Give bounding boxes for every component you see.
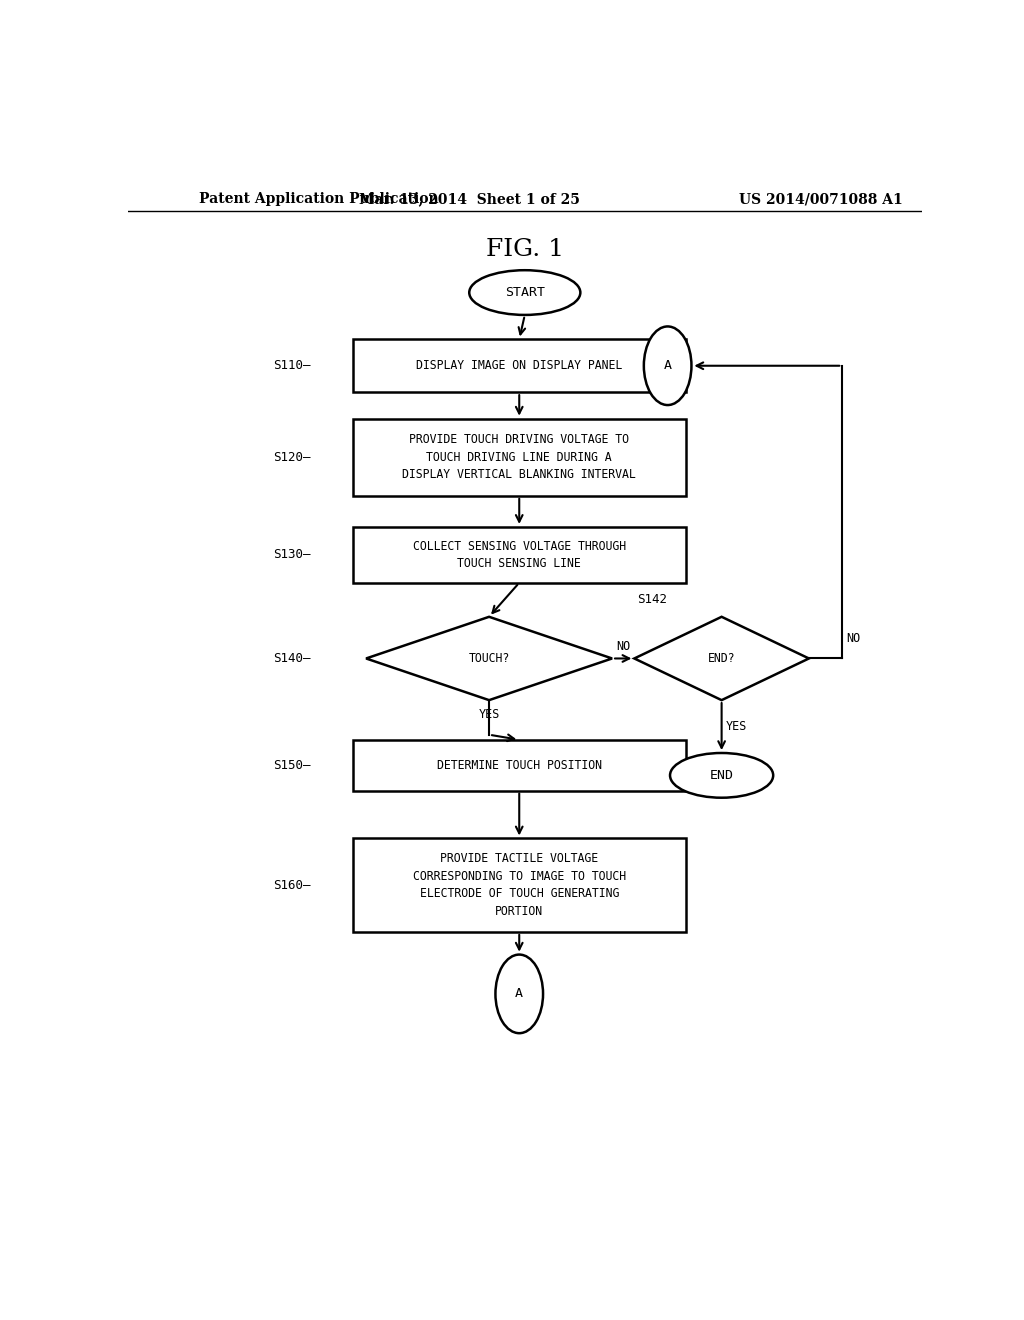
Text: YES: YES <box>726 721 746 733</box>
Polygon shape <box>634 616 809 700</box>
Text: DISPLAY IMAGE ON DISPLAY PANEL: DISPLAY IMAGE ON DISPLAY PANEL <box>416 359 623 372</box>
Text: S160—: S160— <box>273 879 310 891</box>
Text: DETERMINE TOUCH POSITION: DETERMINE TOUCH POSITION <box>437 759 602 772</box>
FancyBboxPatch shape <box>352 739 686 791</box>
Text: PROVIDE TACTILE VOLTAGE
CORRESPONDING TO IMAGE TO TOUCH
ELECTRODE OF TOUCH GENER: PROVIDE TACTILE VOLTAGE CORRESPONDING TO… <box>413 853 626 917</box>
Text: COLLECT SENSING VOLTAGE THROUGH
TOUCH SENSING LINE: COLLECT SENSING VOLTAGE THROUGH TOUCH SE… <box>413 540 626 570</box>
Text: END: END <box>710 768 733 781</box>
Text: S110—: S110— <box>273 359 310 372</box>
Text: Mar. 13, 2014  Sheet 1 of 25: Mar. 13, 2014 Sheet 1 of 25 <box>358 191 580 206</box>
Text: A: A <box>664 359 672 372</box>
Text: NO: NO <box>846 632 860 644</box>
Text: FIG. 1: FIG. 1 <box>485 239 564 261</box>
Ellipse shape <box>496 954 543 1034</box>
Text: US 2014/0071088 A1: US 2014/0071088 A1 <box>739 191 903 206</box>
Text: Patent Application Publication: Patent Application Publication <box>200 191 439 206</box>
Text: TOUCH?: TOUCH? <box>468 652 510 665</box>
Ellipse shape <box>644 326 691 405</box>
Text: S130—: S130— <box>273 548 310 561</box>
Text: END?: END? <box>708 652 735 665</box>
FancyBboxPatch shape <box>352 339 686 392</box>
Text: YES: YES <box>478 709 500 721</box>
FancyBboxPatch shape <box>352 418 686 496</box>
Text: S120—: S120— <box>273 450 310 463</box>
Text: NO: NO <box>616 640 631 653</box>
Ellipse shape <box>670 752 773 797</box>
Text: S142: S142 <box>637 593 667 606</box>
Polygon shape <box>367 616 612 700</box>
Text: PROVIDE TOUCH DRIVING VOLTAGE TO
TOUCH DRIVING LINE DURING A
DISPLAY VERTICAL BL: PROVIDE TOUCH DRIVING VOLTAGE TO TOUCH D… <box>402 433 636 482</box>
Text: S150—: S150— <box>273 759 310 772</box>
FancyBboxPatch shape <box>352 527 686 582</box>
Text: A: A <box>515 987 523 1001</box>
Text: S140—: S140— <box>273 652 310 665</box>
FancyBboxPatch shape <box>352 838 686 932</box>
Ellipse shape <box>469 271 581 315</box>
Text: START: START <box>505 286 545 300</box>
